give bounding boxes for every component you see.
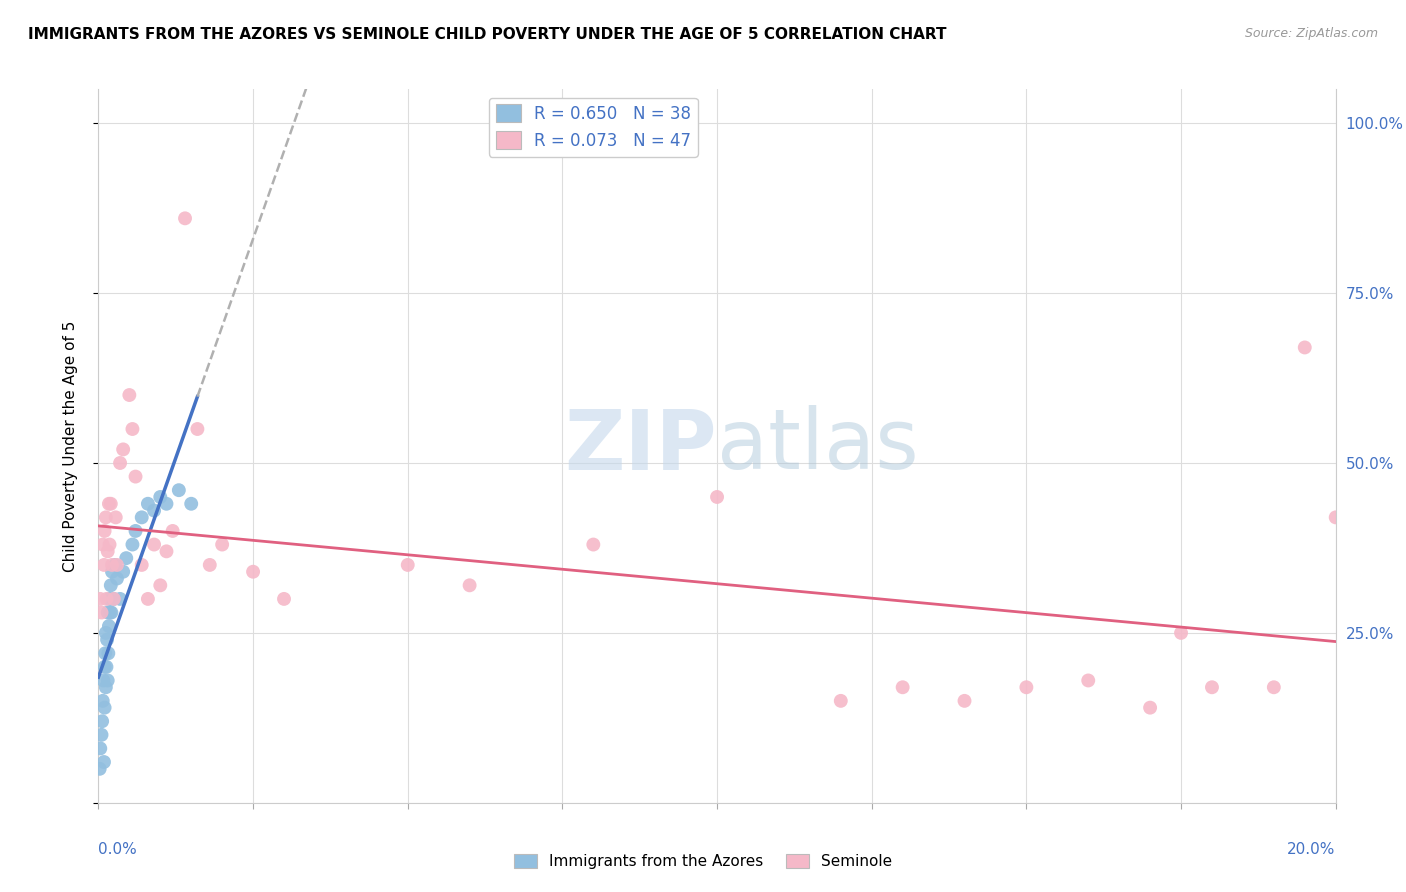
Point (136, 591, 159, 606)
Point (91, 694, 114, 708)
Point (100, 578, 122, 592)
Point (211, 537, 233, 551)
Point (94, 510, 117, 524)
Point (953, 694, 976, 708)
Point (149, 578, 172, 592)
Point (97, 619, 120, 633)
Point (96, 660, 118, 674)
Point (1170, 626, 1192, 640)
Point (103, 591, 125, 606)
Point (94, 626, 117, 640)
Point (131, 558, 153, 572)
Point (706, 490, 728, 504)
Point (149, 490, 172, 504)
Point (155, 544, 177, 558)
Text: 0.0%: 0.0% (98, 842, 138, 857)
Point (121, 537, 143, 551)
Point (108, 591, 131, 606)
Point (174, 211, 197, 226)
Point (131, 510, 153, 524)
Point (582, 537, 605, 551)
Point (98, 606, 121, 620)
Text: IMMIGRANTS FROM THE AZORES VS SEMINOLE CHILD POVERTY UNDER THE AGE OF 5 CORRELAT: IMMIGRANTS FROM THE AZORES VS SEMINOLE C… (28, 27, 946, 42)
Point (1263, 680, 1285, 694)
Point (97, 673, 120, 688)
Point (105, 558, 128, 572)
Legend: R = 0.650   N = 38, R = 0.073   N = 47: R = 0.650 N = 38, R = 0.073 N = 47 (489, 97, 697, 156)
Text: 20.0%: 20.0% (1288, 842, 1336, 857)
Point (112, 442, 135, 457)
Point (104, 558, 127, 572)
Y-axis label: Child Poverty Under the Age of 5: Child Poverty Under the Age of 5 (63, 320, 77, 572)
Point (101, 565, 124, 579)
Point (91, 714, 114, 729)
Point (891, 680, 914, 694)
Point (93, 700, 115, 714)
Text: Source: ZipAtlas.com: Source: ZipAtlas.com (1244, 27, 1378, 40)
Text: ZIP: ZIP (565, 406, 717, 486)
Legend: Immigrants from the Azores, Seminole: Immigrants from the Azores, Seminole (508, 848, 898, 875)
Point (162, 524, 184, 538)
Point (90, 606, 112, 620)
Point (143, 537, 166, 551)
Point (180, 497, 202, 511)
Point (89, 741, 111, 756)
Point (101, 558, 124, 572)
Point (1201, 680, 1223, 694)
Point (1077, 673, 1099, 688)
Point (115, 551, 138, 566)
Point (1139, 700, 1161, 714)
Point (136, 497, 159, 511)
Point (186, 422, 208, 436)
Point (97, 646, 120, 660)
Point (94, 680, 117, 694)
Point (124, 524, 146, 538)
Point (93, 673, 115, 688)
Point (90, 728, 112, 742)
Point (96, 591, 118, 606)
Point (100, 497, 122, 511)
Point (1015, 680, 1038, 694)
Point (104, 510, 127, 524)
Point (155, 497, 177, 511)
Point (98, 591, 121, 606)
Point (94, 646, 117, 660)
Point (458, 578, 481, 592)
Point (100, 606, 122, 620)
Point (118, 388, 141, 402)
Point (198, 558, 221, 572)
Point (93, 660, 115, 674)
Point (1324, 510, 1347, 524)
Text: atlas: atlas (717, 406, 918, 486)
Point (105, 572, 128, 586)
Point (143, 503, 166, 517)
Point (91, 537, 114, 551)
Point (89, 591, 111, 606)
Point (93, 755, 115, 769)
Point (97, 544, 120, 558)
Point (121, 422, 143, 436)
Point (830, 694, 852, 708)
Point (273, 591, 295, 606)
Point (242, 565, 264, 579)
Point (97, 606, 120, 620)
Point (124, 469, 146, 483)
Point (112, 565, 135, 579)
Point (89, 762, 111, 776)
Point (108, 456, 131, 470)
Point (96, 632, 118, 647)
Point (98, 537, 121, 551)
Point (167, 483, 190, 498)
Point (97, 497, 120, 511)
Point (396, 558, 419, 572)
Point (93, 558, 115, 572)
Point (103, 591, 125, 606)
Point (93, 524, 115, 538)
Point (1294, 341, 1316, 355)
